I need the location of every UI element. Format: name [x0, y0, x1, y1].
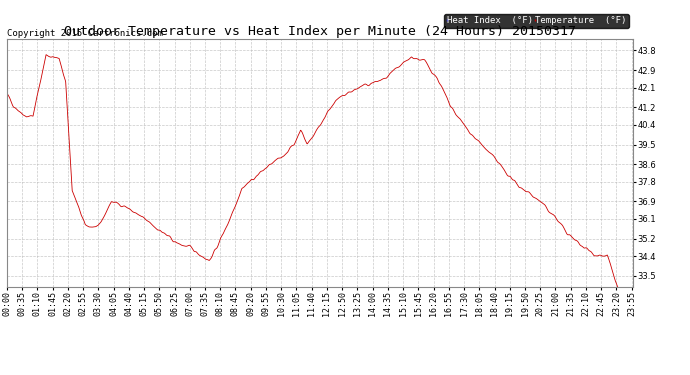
Legend: Heat Index  (°F), Temperature  (°F): Heat Index (°F), Temperature (°F): [444, 14, 629, 28]
Title: Outdoor Temperature vs Heat Index per Minute (24 Hours) 20150317: Outdoor Temperature vs Heat Index per Mi…: [64, 25, 576, 38]
Text: Copyright 2015 Cartronics.com: Copyright 2015 Cartronics.com: [7, 29, 163, 38]
